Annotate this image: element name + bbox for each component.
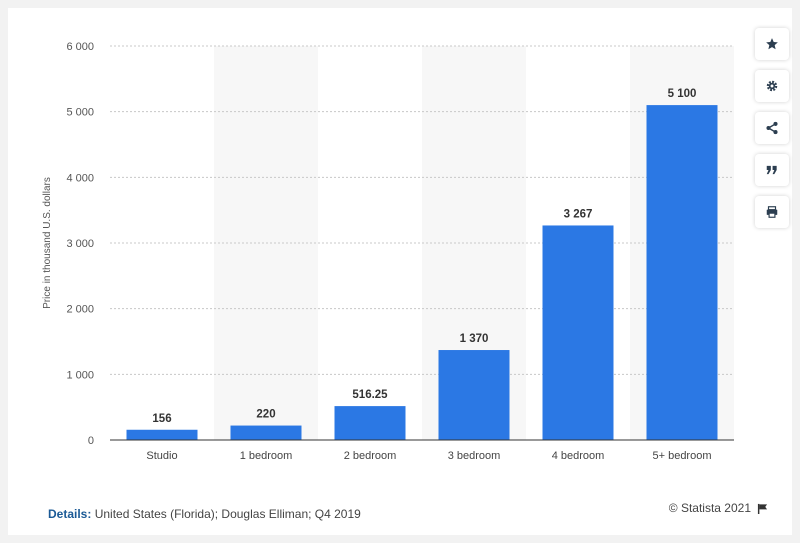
value-label: 5 100 [668, 88, 697, 100]
bar [646, 105, 718, 440]
details-label: Details: [48, 507, 92, 521]
share-button[interactable] [755, 112, 789, 144]
chart-toolbar [755, 28, 789, 238]
y-tick-label: 5 000 [66, 107, 94, 119]
value-label: 516.25 [352, 389, 388, 401]
x-tick-label: Studio [146, 450, 177, 462]
value-label: 1 370 [460, 333, 489, 345]
x-axis-labels: Studio 1 bedroom 2 bedroom 3 bedroom 4 bedro… [146, 450, 711, 462]
y-tick-label: 2 000 [66, 304, 94, 316]
x-tick-label: 1 bedroom [240, 450, 293, 462]
print-icon [766, 206, 778, 218]
star-icon [766, 38, 778, 50]
chart-card: 0 1 000 2 000 3 000 4 000 5 000 6 000 156 220 51… [8, 8, 792, 535]
cite-button[interactable] [755, 154, 789, 186]
y-tick-label: 0 [88, 435, 94, 447]
x-tick-label: 2 bedroom [344, 450, 397, 462]
bars [126, 105, 718, 440]
x-tick-label: 4 bedroom [552, 450, 605, 462]
credit[interactable]: © Statista 2021 [669, 501, 768, 515]
bar [230, 425, 302, 440]
y-tick-label: 3 000 [66, 238, 94, 250]
y-axis-ticks: 0 1 000 2 000 3 000 4 000 5 000 6 000 [66, 41, 94, 447]
favorite-button[interactable] [755, 28, 789, 60]
value-label: 156 [152, 413, 171, 425]
flag-icon [757, 503, 768, 514]
x-tick-label: 3 bedroom [448, 450, 501, 462]
bar [438, 350, 510, 440]
bar [334, 406, 406, 440]
y-axis-title: Price in thousand U.S. dollars [42, 177, 53, 309]
x-tick-label: 5+ bedroom [652, 450, 711, 462]
y-tick-label: 4 000 [66, 172, 94, 184]
share-icon [766, 121, 778, 135]
settings-button[interactable] [755, 70, 789, 102]
quote-icon [766, 165, 777, 175]
bar-chart: 0 1 000 2 000 3 000 4 000 5 000 6 000 156 220 51… [42, 41, 734, 462]
gear-icon [766, 80, 778, 92]
value-labels: 156 220 516.25 1 370 3 267 5 100 [152, 88, 696, 425]
y-tick-label: 1 000 [66, 369, 94, 381]
print-button[interactable] [755, 196, 789, 228]
credit-text: © Statista 2021 [668, 501, 751, 515]
value-label: 220 [256, 409, 275, 421]
details-note: Details: United States (Florida); Dougla… [48, 507, 361, 521]
gridlines [110, 45, 734, 375]
details-text: United States (Florida); Douglas Elliman… [94, 507, 361, 521]
bar [542, 225, 614, 440]
value-label: 3 267 [564, 208, 593, 220]
y-tick-label: 6 000 [66, 41, 94, 53]
bar [126, 429, 198, 440]
